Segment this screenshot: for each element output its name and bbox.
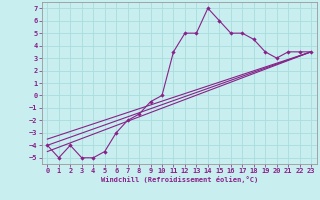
- X-axis label: Windchill (Refroidissement éolien,°C): Windchill (Refroidissement éolien,°C): [100, 176, 258, 183]
